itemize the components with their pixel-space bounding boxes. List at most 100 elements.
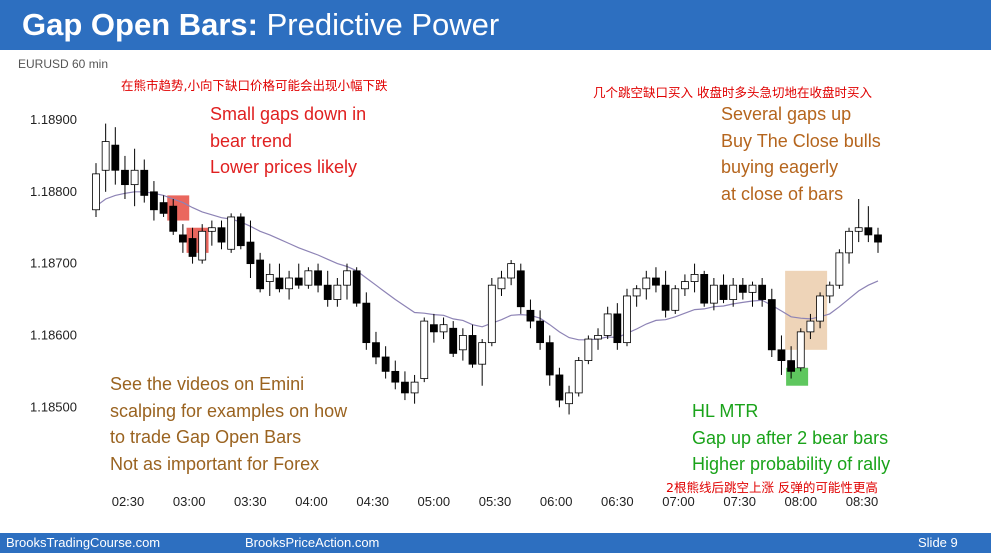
candle-body-68 bbox=[748, 284, 757, 293]
candle-11 bbox=[198, 224, 207, 264]
x-tick-label-0: 02:30 bbox=[112, 494, 145, 509]
highlight-boxes bbox=[167, 195, 828, 386]
x-tick-label-3: 04:00 bbox=[295, 494, 328, 509]
candle-body-79 bbox=[854, 227, 863, 232]
candle-body-64 bbox=[709, 284, 718, 304]
y-tick-label-2: 1.18700 bbox=[30, 256, 77, 271]
candle-34 bbox=[420, 317, 429, 383]
candle-72 bbox=[787, 346, 796, 379]
candle-20 bbox=[285, 270, 293, 300]
candle-45 bbox=[526, 299, 535, 329]
candle-body-12 bbox=[207, 227, 216, 232]
cn-annotation-bottom: 2根熊线后跳空上涨 反弹的可能性更高 bbox=[666, 480, 878, 495]
candle-body-9 bbox=[178, 234, 187, 243]
candle-body-51 bbox=[584, 338, 593, 361]
candle-44 bbox=[516, 263, 525, 314]
candle-body-44 bbox=[516, 270, 525, 308]
candle-4 bbox=[130, 148, 139, 207]
candle-body-73 bbox=[796, 331, 805, 369]
candle-66 bbox=[729, 278, 738, 307]
candle-73 bbox=[796, 328, 805, 372]
candle-body-52 bbox=[594, 335, 602, 340]
candle-body-49 bbox=[565, 392, 573, 405]
candle-body-48 bbox=[555, 374, 564, 401]
candle-9 bbox=[178, 224, 187, 253]
candle-body-29 bbox=[372, 342, 380, 358]
candle-body-37 bbox=[449, 327, 458, 354]
candle-7 bbox=[159, 195, 168, 217]
candle-body-38 bbox=[458, 335, 467, 351]
candle-body-56 bbox=[632, 288, 641, 297]
candle-body-42 bbox=[497, 277, 506, 290]
slide-title: Gap Open Bars: Predictive Power bbox=[22, 6, 499, 44]
candle-38 bbox=[458, 328, 467, 361]
candle-43 bbox=[507, 260, 516, 286]
candle-body-81 bbox=[874, 234, 882, 243]
candle-body-14 bbox=[227, 216, 236, 250]
candle-16 bbox=[246, 220, 255, 278]
candle-body-36 bbox=[439, 324, 448, 333]
candle-80 bbox=[864, 206, 873, 243]
candle-14 bbox=[227, 213, 236, 253]
candle-57 bbox=[642, 270, 651, 300]
candle-body-76 bbox=[825, 284, 834, 297]
x-tick-label-10: 07:30 bbox=[723, 494, 756, 509]
ema-line-group bbox=[95, 191, 879, 341]
candle-12 bbox=[207, 220, 216, 246]
x-tick-label-11: 08:00 bbox=[785, 494, 818, 509]
candle-18 bbox=[265, 263, 274, 296]
candle-63 bbox=[700, 270, 709, 307]
candle-body-74 bbox=[806, 320, 815, 333]
candle-8 bbox=[169, 199, 178, 235]
candle-22 bbox=[304, 267, 313, 289]
footer-left-link[interactable]: BrooksTradingCourse.com bbox=[6, 535, 161, 550]
candle-body-62 bbox=[690, 274, 699, 282]
candle-39 bbox=[468, 324, 477, 368]
candle-78 bbox=[845, 227, 853, 264]
candle-body-50 bbox=[574, 360, 583, 394]
candle-body-54 bbox=[613, 313, 622, 344]
candle-59 bbox=[661, 270, 670, 318]
candle-body-65 bbox=[719, 284, 728, 300]
candle-50 bbox=[574, 357, 583, 397]
candle-60 bbox=[671, 285, 680, 314]
candle-body-53 bbox=[603, 313, 612, 336]
y-tick-label-3: 1.18800 bbox=[30, 184, 77, 199]
candle-body-21 bbox=[294, 277, 303, 286]
candle-body-41 bbox=[487, 284, 496, 344]
candle-70 bbox=[767, 288, 776, 357]
candle-79 bbox=[854, 199, 863, 243]
candle-body-40 bbox=[478, 342, 487, 365]
candle-64 bbox=[709, 278, 718, 311]
candle-body-31 bbox=[391, 370, 400, 383]
y-axis: 1.18500 1.18600 1.18700 1.18800 1.18900 bbox=[30, 112, 77, 414]
x-tick-label-5: 05:00 bbox=[418, 494, 451, 509]
candle-52 bbox=[594, 328, 602, 350]
x-tick-label-12: 08:30 bbox=[846, 494, 879, 509]
candle-body-26 bbox=[343, 270, 351, 286]
candle-3 bbox=[121, 155, 129, 199]
candle-body-13 bbox=[217, 227, 226, 243]
candle-48 bbox=[555, 367, 564, 408]
candle-40 bbox=[478, 339, 487, 386]
candle-29 bbox=[372, 331, 380, 365]
candle-body-39 bbox=[468, 335, 477, 365]
x-tick-label-2: 03:30 bbox=[234, 494, 267, 509]
x-tick-label-1: 03:00 bbox=[173, 494, 206, 509]
candle-body-19 bbox=[275, 277, 284, 290]
slide-title-rest: Predictive Power bbox=[258, 7, 500, 42]
x-tick-label-7: 06:00 bbox=[540, 494, 573, 509]
candle-56 bbox=[632, 285, 641, 307]
candle-75 bbox=[816, 292, 824, 329]
slide-number: Slide 9 bbox=[918, 535, 958, 550]
x-tick-label-4: 04:30 bbox=[356, 494, 389, 509]
candle-28 bbox=[362, 292, 371, 350]
footer-center-link[interactable]: BrooksPriceAction.com bbox=[245, 535, 380, 550]
candle-31 bbox=[391, 360, 400, 390]
y-tick-label-1: 1.18600 bbox=[30, 327, 77, 342]
candle-body-3 bbox=[121, 169, 129, 186]
candle-37 bbox=[449, 321, 458, 357]
candle-body-15 bbox=[236, 216, 245, 247]
candle-21 bbox=[294, 263, 303, 289]
candle-67 bbox=[738, 278, 747, 300]
